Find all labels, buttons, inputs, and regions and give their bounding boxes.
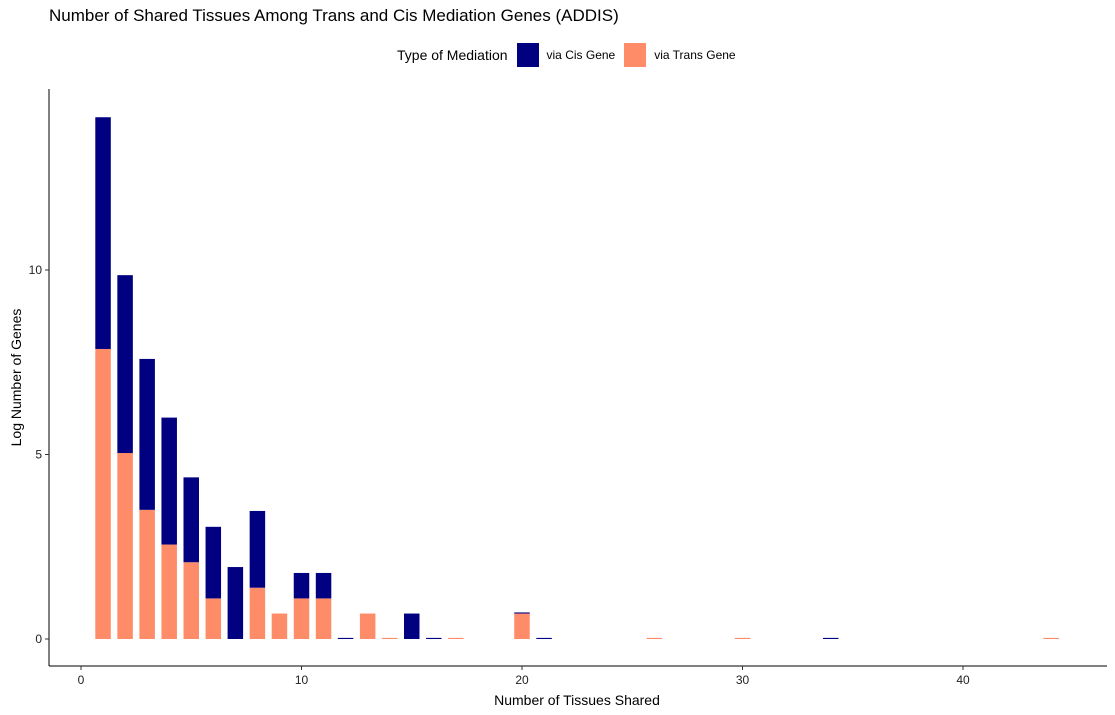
bar-trans-x6 [205,598,222,639]
legend-item-trans: via Trans Gene [624,43,736,67]
bar-cis-x5 [183,477,199,563]
x-tick-label-30: 30 [736,673,750,687]
y-tick-label-5: 5 [35,448,42,462]
legend-label-cis: via Cis Gene [546,48,616,62]
x-axis-title: Number of Tissues Shared [494,692,660,708]
bar-trans-x44 [1043,637,1059,639]
bar-trans-x30 [734,637,751,639]
bar-cis-x4 [161,417,177,545]
bar-cis-x1 [95,117,111,349]
y-tick-label-10: 10 [29,263,43,277]
x-tick-label-0: 0 [78,673,85,687]
y-axis: 0 5 10 [29,263,49,646]
legend-title: Type of Mediation [397,47,508,63]
bar-cis-x10 [293,572,310,599]
bar-cis-x2 [117,275,133,454]
bar-cis-x34 [822,637,839,639]
bar-trans-x5 [183,562,199,639]
bar-trans-x10 [293,598,310,639]
bar-cis-x6 [205,526,222,599]
bar-trans-x13 [359,613,376,639]
legend-item-cis: via Cis Gene [516,43,616,67]
bar-trans-x4 [161,544,177,639]
bar-cis-x20 [514,612,530,614]
x-tick-label-40: 40 [956,673,970,687]
bar-cis-x11 [315,572,332,599]
bar-trans-x2 [117,453,133,639]
legend-key-cis [516,43,539,67]
bar-trans-x11 [315,598,332,639]
bar-cis-x3 [139,358,155,510]
bar-trans-x26 [646,637,663,639]
bar-trans-x9 [271,613,288,639]
bar-cis-x8 [249,510,266,588]
x-axis: 0 10 20 30 40 [78,666,970,687]
legend: Type of Mediation via Cis Gene via Trans… [397,42,745,68]
bar-trans-x8 [249,587,266,639]
chart-title: Number of Shared Tissues Among Trans and… [49,6,619,25]
x-tick-label-20: 20 [515,673,529,687]
bar-trans-x14 [381,637,398,639]
bar-trans-x17 [448,637,464,639]
bar-trans-x3 [139,509,155,639]
bars-group [95,117,1059,639]
bar-cis-x16 [426,637,442,639]
bar-cis-x21 [536,637,552,639]
x-tick-label-10: 10 [295,673,309,687]
bar-cis-x15 [404,613,420,639]
y-tick-label-0: 0 [35,632,42,646]
bar-trans-x1 [95,348,111,639]
y-axis-title: Log Number of Genes [8,309,24,447]
bar-trans-x20 [514,613,530,639]
bar-cis-x12 [337,637,354,639]
bar-cis-x7 [227,567,244,639]
legend-key-trans [624,43,647,67]
legend-label-trans: via Trans Gene [654,48,736,62]
